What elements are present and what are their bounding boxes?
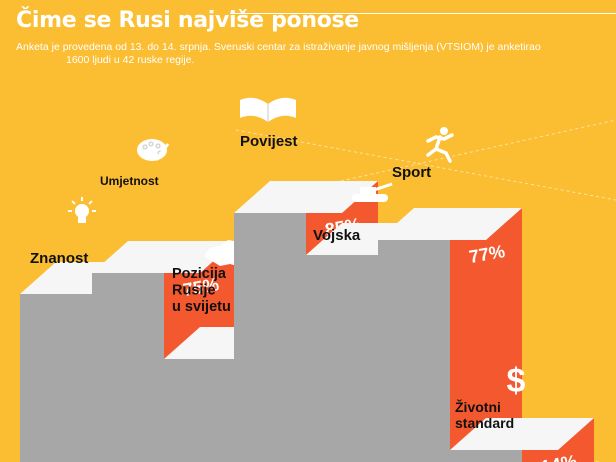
bar-side-face — [164, 359, 236, 462]
category-label: Znanost — [30, 250, 88, 267]
palette-icon — [137, 139, 170, 161]
page-title: Čime se Rusi najviše ponose — [16, 8, 359, 33]
lightbulb-icon — [68, 197, 96, 223]
svg-text:$: $ — [507, 362, 526, 400]
bar-side-face — [20, 294, 92, 462]
subtitle-line-1: Anketa je provedena od 13. do 14. srpnja… — [16, 41, 541, 53]
category-label: Povijest — [240, 133, 298, 150]
guide-line — [235, 129, 616, 201]
category-label: Pozicija Rusije u svijetu — [172, 266, 231, 315]
runner-icon — [426, 127, 454, 163]
bar-side-face — [450, 450, 522, 462]
subtitle-line-2: 1600 ljudi u 42 ruske regije. — [66, 54, 195, 66]
bar-side-face — [378, 240, 450, 462]
category-label: Sport — [392, 164, 431, 181]
bar — [450, 208, 522, 462]
bar-side-face — [234, 213, 306, 462]
bar-side-face — [92, 273, 164, 462]
bar-side-face — [306, 255, 378, 462]
dollar-icon: $ — [507, 362, 526, 400]
book-icon — [240, 97, 296, 122]
bar-top-face — [450, 418, 594, 450]
bar-top-face — [378, 208, 522, 240]
guide-line — [299, 119, 616, 191]
category-label: Umjetnost — [100, 174, 159, 188]
value-label: 14% — [539, 451, 578, 462]
category-label: Vojska — [313, 227, 361, 244]
bar-top-face — [234, 181, 378, 213]
subtitle: Anketa je provedena od 13. do 14. srpnja… — [16, 41, 616, 67]
category-label: Životni standard — [455, 398, 514, 431]
bar-top-face — [92, 241, 236, 273]
tank-icon — [352, 182, 393, 202]
title-rule — [230, 13, 616, 14]
